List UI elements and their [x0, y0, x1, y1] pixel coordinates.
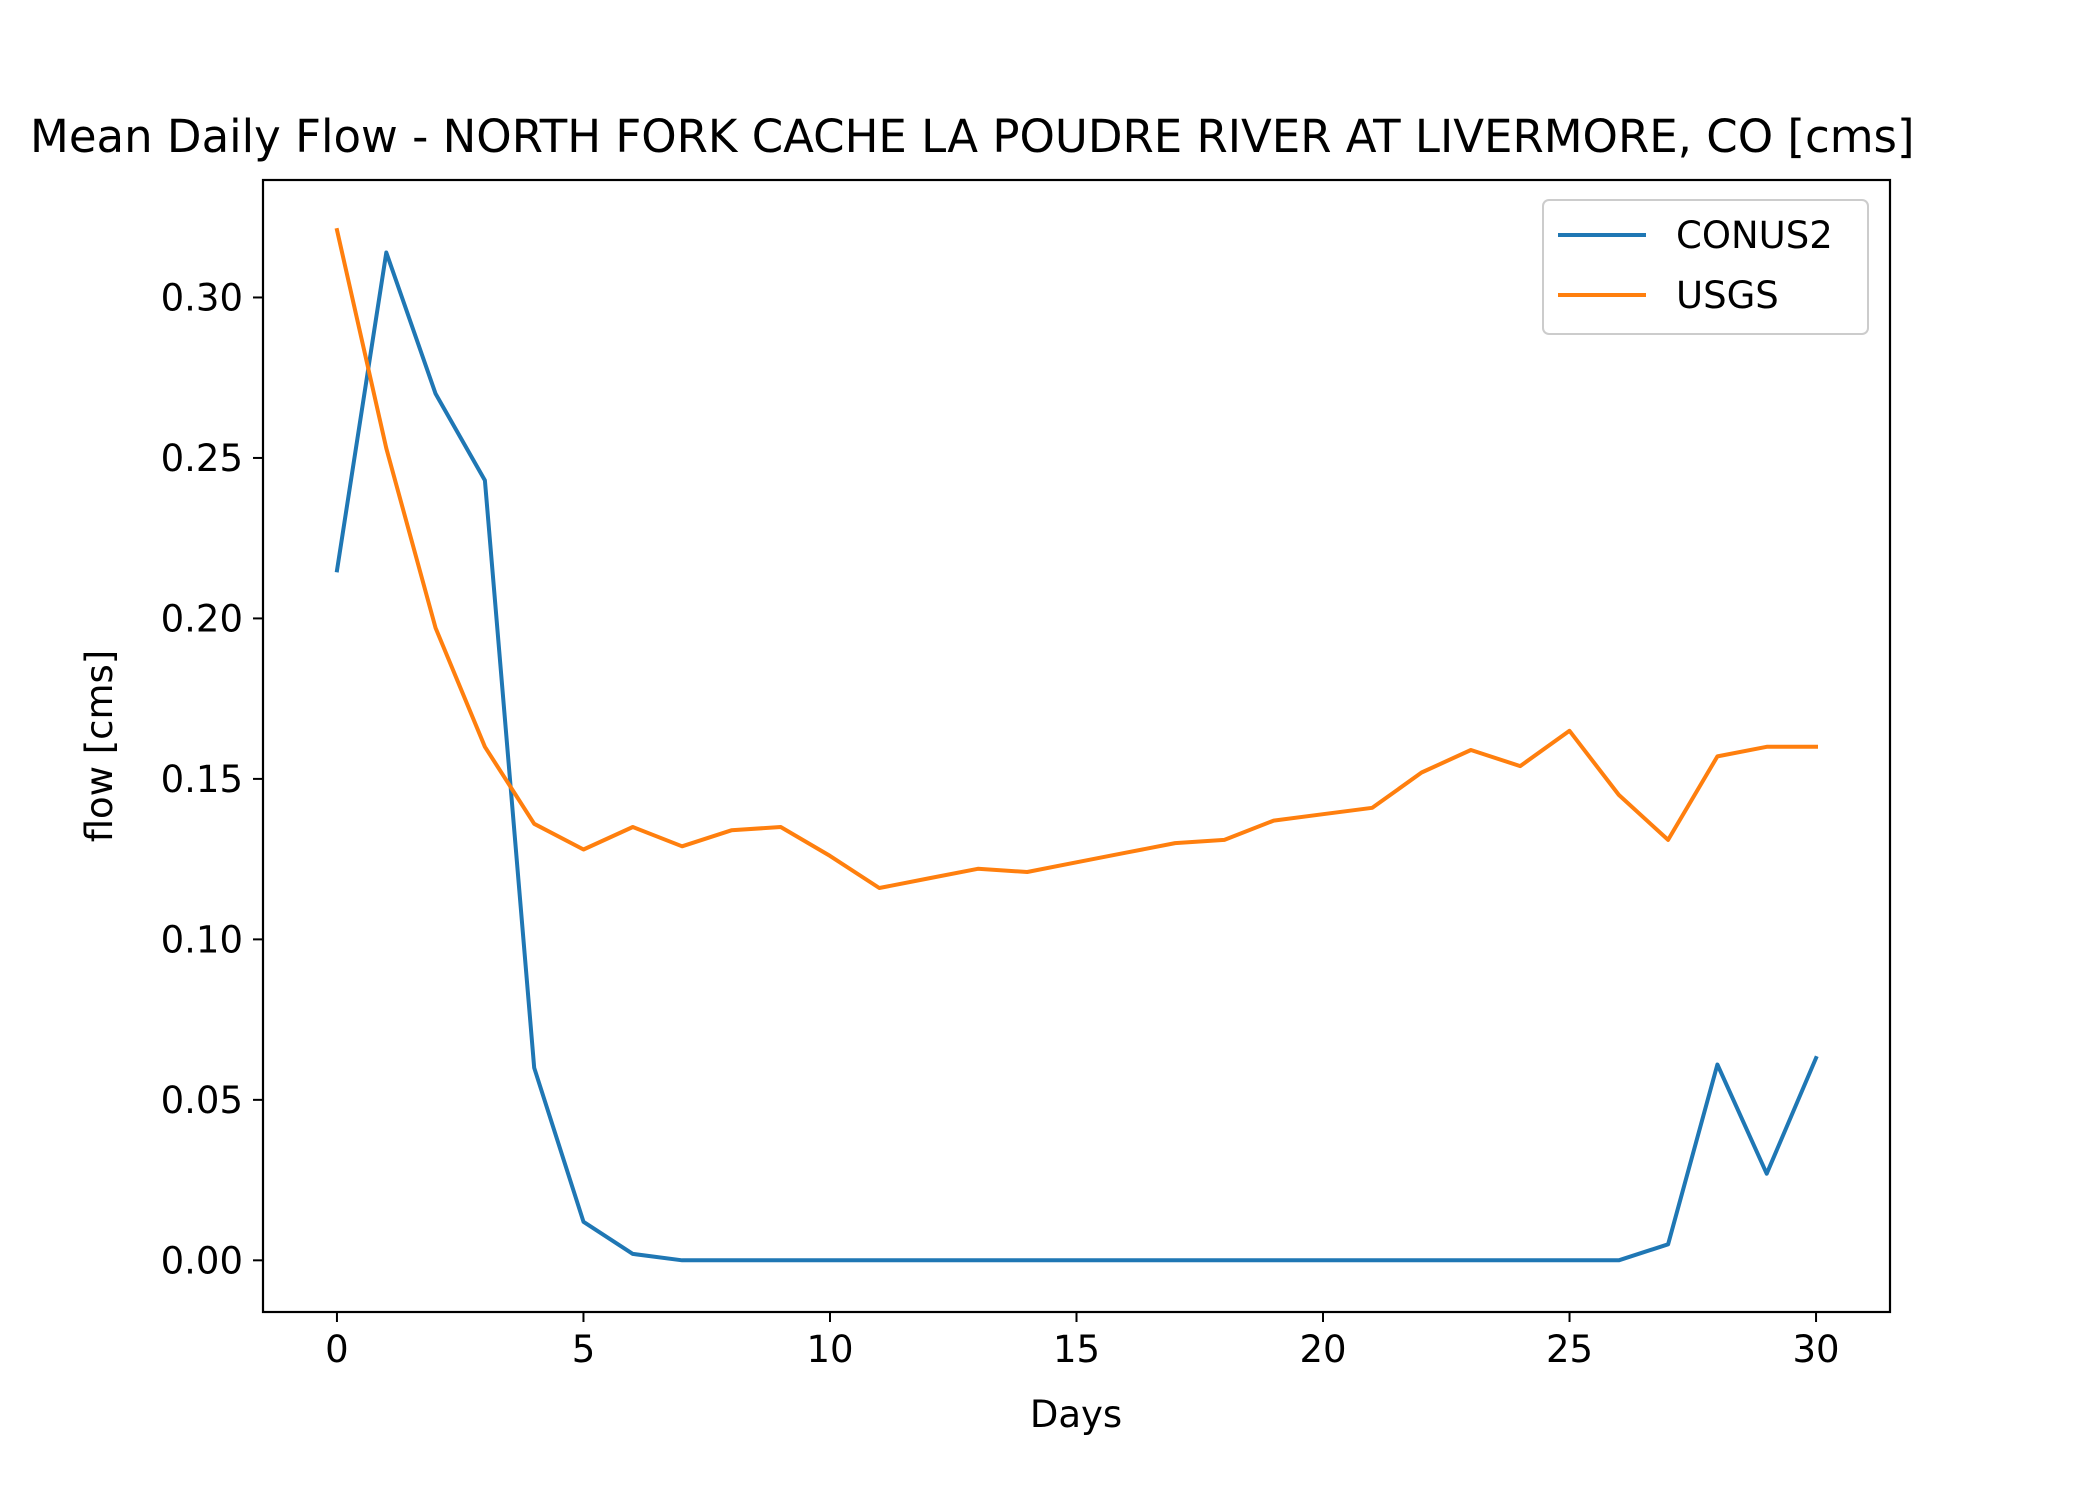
y-tick-label: 0.30 [161, 276, 243, 319]
y-axis-label: flow [cms] [78, 650, 121, 843]
legend-label-conus2: CONUS2 [1676, 214, 1833, 257]
x-tick-label: 15 [1053, 1328, 1100, 1371]
x-tick-label: 25 [1546, 1328, 1593, 1371]
plot-frame [261, 178, 1892, 1314]
x-axis-label: Days [1030, 1393, 1122, 1436]
x-tick-label: 10 [806, 1328, 853, 1371]
chart-title: Mean Daily Flow - NORTH FORK CACHE LA PO… [30, 110, 1915, 163]
legend-label-usgs: USGS [1676, 274, 1779, 317]
series-line-conus2 [334, 250, 1819, 1263]
x-tick-label: 30 [1792, 1328, 1839, 1371]
series-lines [334, 227, 1819, 1263]
y-tick-label: 0.00 [161, 1239, 243, 1282]
x-tick-label: 20 [1299, 1328, 1346, 1371]
x-tick-label: 0 [325, 1328, 349, 1371]
y-tick-label: 0.15 [161, 758, 243, 801]
series-line-usgs [334, 227, 1818, 890]
y-tick-label: 0.25 [161, 437, 243, 480]
y-tick-label: 0.05 [161, 1079, 243, 1122]
legend: CONUS2 USGS [1542, 199, 1869, 335]
x-tick-label: 5 [572, 1328, 596, 1371]
axis-ticks: 0 5 10 15 20 25 30 0.00 0.05 0.10 0.15 0.20 0.25 0.30 [161, 276, 1840, 1371]
y-tick-label: 0.10 [161, 918, 243, 961]
y-tick-label: 0.20 [161, 597, 243, 640]
